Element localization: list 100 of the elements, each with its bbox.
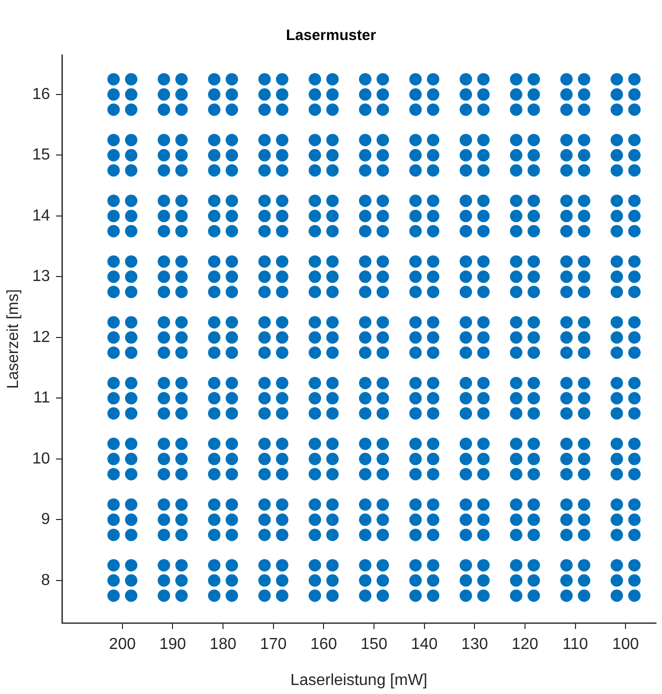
point — [376, 224, 390, 238]
point — [208, 134, 220, 146]
point — [158, 574, 170, 587]
point — [326, 316, 339, 328]
point — [477, 210, 490, 222]
point — [358, 286, 372, 298]
point — [258, 210, 271, 222]
point — [175, 134, 188, 146]
point — [477, 452, 490, 466]
point — [258, 286, 271, 298]
point — [409, 559, 422, 572]
point — [124, 528, 138, 542]
point — [628, 559, 641, 572]
point — [326, 589, 339, 602]
point — [226, 452, 238, 466]
point — [409, 270, 422, 283]
point — [528, 589, 540, 602]
point — [477, 392, 490, 404]
point — [175, 346, 188, 359]
point — [426, 149, 440, 162]
point — [158, 88, 170, 101]
point — [628, 103, 641, 116]
point — [578, 316, 590, 328]
point — [258, 392, 271, 404]
point — [276, 316, 288, 328]
point — [258, 407, 271, 420]
point — [226, 73, 238, 86]
point — [326, 468, 339, 480]
point — [326, 134, 339, 146]
x-tick-label: 140 — [410, 636, 438, 654]
point — [477, 589, 490, 602]
point — [158, 224, 170, 238]
point — [208, 194, 220, 207]
point — [578, 376, 590, 390]
point — [528, 210, 540, 222]
point — [376, 528, 390, 542]
point — [208, 468, 220, 480]
point — [158, 407, 170, 420]
point — [560, 210, 573, 222]
point — [610, 574, 623, 587]
point — [376, 407, 390, 420]
point — [628, 210, 641, 222]
point — [460, 346, 472, 359]
point — [610, 438, 623, 450]
point — [426, 407, 440, 420]
point — [460, 134, 472, 146]
point — [175, 270, 188, 283]
point — [528, 149, 540, 162]
point — [208, 559, 220, 572]
point — [208, 224, 220, 238]
point — [175, 210, 188, 222]
y-tick-label: 14 — [32, 207, 50, 224]
point — [528, 286, 540, 298]
point — [528, 468, 540, 480]
point — [628, 589, 641, 602]
point — [560, 559, 573, 572]
point — [510, 438, 522, 450]
point — [560, 73, 573, 86]
point — [107, 559, 120, 572]
point — [276, 73, 288, 86]
point — [560, 286, 573, 298]
point — [326, 438, 339, 450]
point — [477, 331, 490, 344]
point — [226, 149, 238, 162]
point — [107, 164, 120, 177]
point — [409, 452, 422, 466]
point — [628, 194, 641, 207]
point — [226, 210, 238, 222]
point — [326, 103, 339, 116]
point — [175, 316, 188, 328]
point — [258, 88, 271, 101]
point — [560, 103, 573, 116]
point — [308, 224, 322, 238]
point — [560, 589, 573, 602]
point — [124, 164, 138, 177]
point — [426, 452, 440, 466]
point — [276, 149, 288, 162]
point — [409, 376, 422, 390]
point — [510, 286, 522, 298]
point — [578, 574, 590, 587]
point — [175, 452, 188, 466]
point — [158, 286, 170, 298]
y-tick-label: 11 — [33, 390, 50, 407]
point — [426, 134, 440, 146]
x-tick-label: 180 — [210, 636, 236, 654]
point — [460, 407, 472, 420]
point — [460, 468, 472, 480]
point — [578, 255, 590, 268]
point — [258, 164, 271, 177]
point — [107, 468, 120, 480]
point — [208, 331, 220, 344]
point — [628, 270, 641, 283]
point — [578, 286, 590, 298]
point — [528, 316, 540, 328]
point — [208, 528, 220, 542]
point — [578, 164, 590, 177]
point — [628, 149, 641, 162]
point — [226, 498, 238, 511]
point — [226, 134, 238, 146]
point — [308, 286, 322, 298]
